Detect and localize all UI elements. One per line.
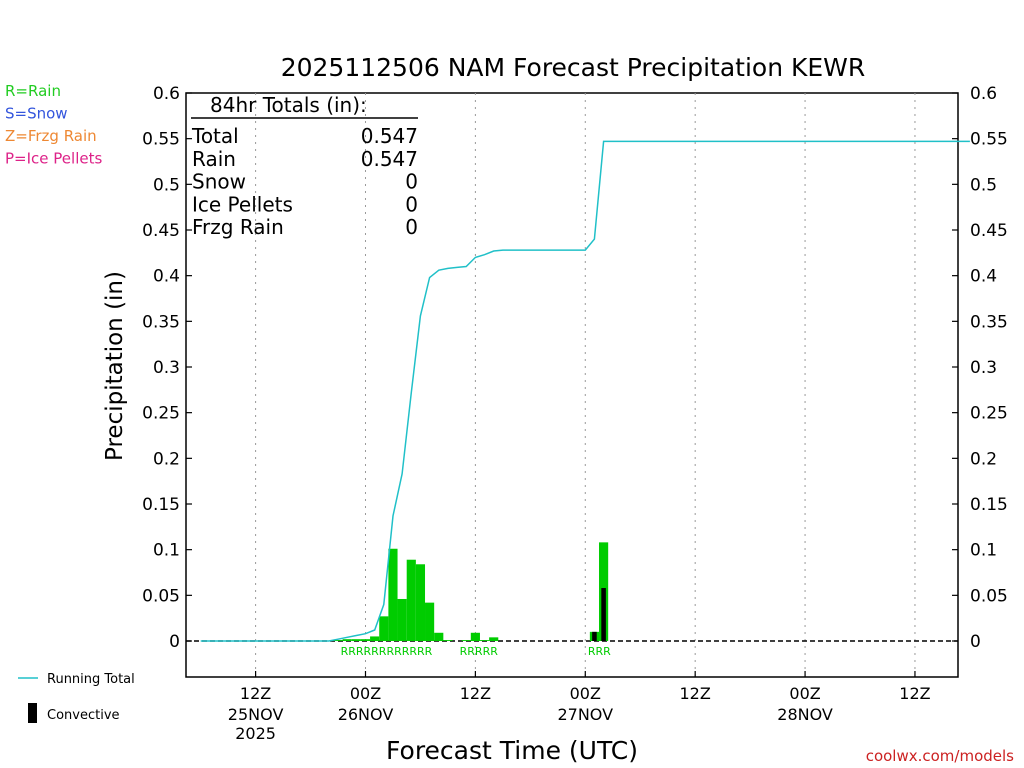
y-tick-label-left: 0.4 xyxy=(153,267,180,287)
precip-bar xyxy=(470,632,480,641)
y-tick-label-left: 0.6 xyxy=(153,84,180,104)
totals-row-value: 0 xyxy=(405,215,418,239)
precip-bar xyxy=(479,640,490,641)
y-tick-label-right: 0 xyxy=(970,632,981,652)
y-tick-label-left: 0.1 xyxy=(153,541,180,561)
y-tick-label-left: 0.05 xyxy=(142,586,180,606)
totals-row-label: Snow xyxy=(192,170,246,194)
y-tick-label-left: 0.45 xyxy=(142,221,180,241)
totals-row-value: 0 xyxy=(405,170,418,194)
x-tick-label: 00Z xyxy=(350,684,381,703)
precip-bar xyxy=(489,637,499,641)
running-total-legend-label: Running Total xyxy=(47,672,135,687)
precip-bar xyxy=(461,640,471,641)
ptype-labels: RRRRRRRRRRRR RRRRR RRR xyxy=(341,645,612,658)
y-tick-label-right: 0.6 xyxy=(970,84,997,104)
precip-bar xyxy=(342,639,352,641)
ptype-key-item: P=Ice Pellets xyxy=(5,150,102,168)
precip-bar xyxy=(333,640,343,641)
totals-box: 84hr Totals (in): Total 0.547 Rain 0.547 Sno… xyxy=(191,93,418,239)
y-tick-label-right: 0.5 xyxy=(970,175,997,195)
y-tick-label-left: 0 xyxy=(169,632,180,652)
y-tick-label-right: 0.25 xyxy=(970,404,1008,424)
y-tick-label-right: 0.4 xyxy=(970,267,997,287)
ptype-label: RRR xyxy=(588,645,611,658)
convective-bars xyxy=(592,588,606,641)
ptype-key: R=Rain S=Snow Z=Frzg Rain P=Ice Pellets xyxy=(5,82,102,168)
totals-row-value: 0.547 xyxy=(361,124,418,148)
ptype-key-item: Z=Frzg Rain xyxy=(5,127,97,145)
x-axis-label: Forecast Time (UTC) xyxy=(386,736,638,765)
y-axis-right: 0 0.05 0.1 0.15 0.2 0.25 0.3 0.35 0.4 0.45 0.5 0.55… xyxy=(952,84,1008,652)
totals-row-label: Rain xyxy=(192,147,236,171)
totals-row-value: 0.547 xyxy=(361,147,418,171)
x-tick-date: 28NOV xyxy=(777,705,833,724)
precip-bar xyxy=(360,639,371,641)
totals-row-label: Total xyxy=(191,124,239,148)
y-tick-label-left: 0.3 xyxy=(153,358,180,378)
totals-row-value: 0 xyxy=(405,192,418,216)
legend: Running Total Convective xyxy=(18,672,135,723)
chart-title: 2025112506 NAM Forecast Precipitation KE… xyxy=(281,53,866,82)
convective-bar xyxy=(592,631,597,641)
y-tick-label-right: 0.35 xyxy=(970,312,1008,332)
x-tick-date: 27NOV xyxy=(557,705,613,724)
ptype-key-item: R=Rain xyxy=(5,82,61,100)
totals-row-label: Ice Pellets xyxy=(192,192,293,216)
x-tick-label: 12Z xyxy=(460,684,491,703)
precip-bar xyxy=(370,636,380,641)
convective-legend-label: Convective xyxy=(47,708,120,723)
x-tick-year: 2025 xyxy=(235,724,276,743)
convective-legend-swatch xyxy=(28,703,37,723)
x-tick-label: 12Z xyxy=(240,684,271,703)
totals-row-label: Frzg Rain xyxy=(192,215,284,239)
y-tick-label-right: 0.1 xyxy=(970,541,997,561)
x-tick-label: 00Z xyxy=(789,684,820,703)
y-tick-label-right: 0.3 xyxy=(970,358,997,378)
y-tick-label-left: 0.15 xyxy=(142,495,180,515)
ptype-key-item: S=Snow xyxy=(5,105,68,123)
convective-bar xyxy=(601,588,606,641)
y-tick-label-left: 0.25 xyxy=(142,404,180,424)
precip-bar xyxy=(397,598,407,641)
y-tick-label-right: 0.15 xyxy=(970,495,1008,515)
precip-bar xyxy=(406,559,416,641)
y-axis-left: 0 0.05 0.1 0.15 0.2 0.25 0.3 0.35 0.4 0.45 0.5 0.55… xyxy=(142,84,192,652)
x-tick-label: 12Z xyxy=(680,684,711,703)
x-tick-label: 12Z xyxy=(899,684,930,703)
precip-bar xyxy=(425,602,435,641)
y-tick-label-right: 0.05 xyxy=(970,586,1008,606)
y-tick-label-right: 0.45 xyxy=(970,221,1008,241)
y-tick-label-left: 0.2 xyxy=(153,449,180,469)
precip-bar xyxy=(434,632,444,641)
precip-bar xyxy=(388,548,398,641)
plot-frame xyxy=(185,92,959,678)
precip-bar xyxy=(379,616,389,641)
x-tick-label: 00Z xyxy=(570,684,601,703)
totals-header: 84hr Totals (in): xyxy=(210,93,367,117)
y-tick-label-left: 0.55 xyxy=(142,130,180,150)
running-total-line xyxy=(200,140,970,642)
precip-bar xyxy=(415,564,426,641)
y-tick-label-right: 0.2 xyxy=(970,449,997,469)
y-tick-label-left: 0.5 xyxy=(153,175,180,195)
credit-text: coolwx.com/models xyxy=(866,747,1014,765)
x-tick-date: 26NOV xyxy=(338,705,394,724)
y-axis-label: Precipitation (in) xyxy=(102,271,128,461)
y-tick-label-left: 0.35 xyxy=(142,312,180,332)
precip-bar xyxy=(351,639,361,641)
grid-lines xyxy=(255,93,916,677)
precip-bar xyxy=(443,640,453,641)
x-tick-date: 25NOV xyxy=(228,705,284,724)
ptype-label: RRRRRRRRRRRR xyxy=(341,645,433,658)
precip-bars xyxy=(333,542,609,641)
ptype-label: RRRRR xyxy=(460,645,499,658)
y-tick-label-right: 0.55 xyxy=(970,130,1008,150)
